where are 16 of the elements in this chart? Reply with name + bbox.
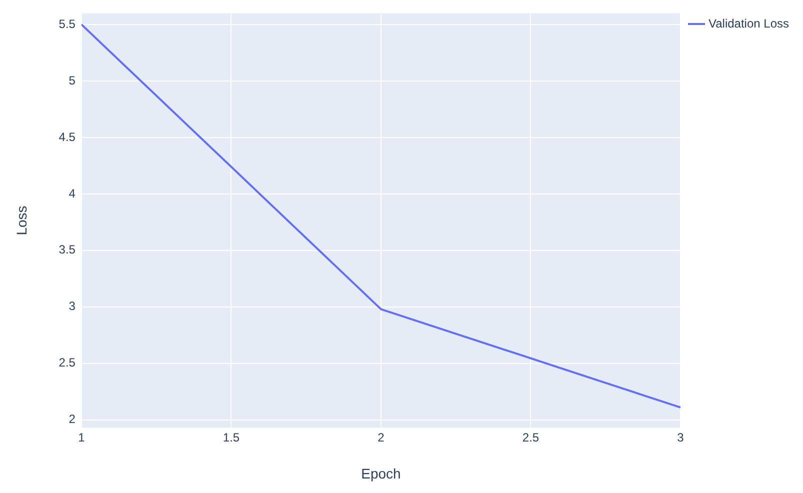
legend-label: Validation Loss [708, 16, 790, 30]
y-tick-label: 2.5 [58, 356, 76, 370]
x-tick-label: 1 [78, 430, 86, 444]
y-tick-label: 4.5 [58, 130, 76, 144]
y-tick-label: 5 [68, 73, 76, 88]
y-tick-label: 5.5 [58, 16, 76, 31]
y-tick-label: 3.5 [58, 242, 76, 257]
x-tick-label: 1.5 [222, 430, 240, 444]
y-tick-label: 4 [68, 186, 76, 200]
y-tick-label: 2 [68, 412, 76, 426]
y-tick-label: 3 [68, 299, 76, 314]
x-tick-label: 2 [378, 430, 385, 444]
y-axis-title: Loss [13, 206, 30, 236]
x-axis-title: Epoch [361, 465, 401, 482]
x-tick-label: 3 [677, 430, 684, 444]
x-tick-label: 2.5 [522, 430, 540, 444]
